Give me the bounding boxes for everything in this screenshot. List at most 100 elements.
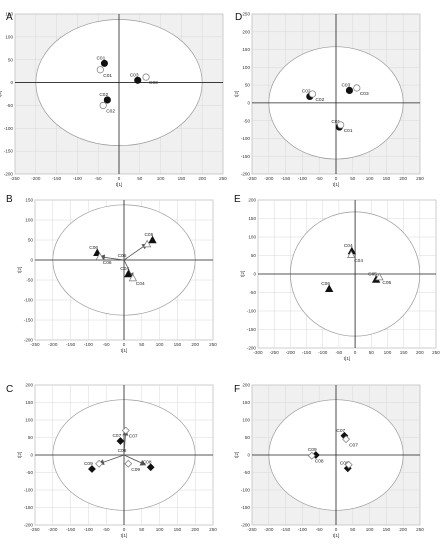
x-tick-label: -200 bbox=[48, 527, 58, 532]
x-tick-label: 250 bbox=[209, 527, 217, 532]
x-tick-label: -50 bbox=[336, 350, 343, 355]
y-tick-label: 50 bbox=[28, 435, 34, 440]
x-tick-label: 50 bbox=[137, 176, 143, 181]
point-label: C01 bbox=[331, 119, 340, 125]
y-tick-label: -200 bbox=[24, 338, 34, 343]
x-tick-label: -250 bbox=[247, 176, 257, 181]
y-tick-label: 150 bbox=[248, 216, 256, 221]
x-tick-label: 150 bbox=[174, 342, 182, 347]
data-point bbox=[95, 252, 104, 261]
data-point bbox=[99, 101, 107, 109]
data-point bbox=[146, 463, 155, 472]
x-tick-label: -50 bbox=[316, 176, 323, 181]
x-tick-label: 50 bbox=[369, 350, 375, 355]
point-label: C09 bbox=[340, 460, 349, 466]
panel-letter: B bbox=[6, 194, 13, 205]
data-point bbox=[142, 73, 150, 81]
point-label: C07 bbox=[129, 434, 138, 440]
y-tick-label: 50 bbox=[245, 83, 251, 88]
x-tick-label: 200 bbox=[399, 176, 407, 181]
x-axis-label: t[1] bbox=[121, 348, 128, 354]
y-tick-label: 200 bbox=[242, 383, 250, 388]
point-label: C05 bbox=[144, 232, 153, 238]
y-tick-label: 100 bbox=[25, 218, 33, 223]
y-tick-label: 200 bbox=[242, 29, 250, 34]
point-label: C03 bbox=[341, 82, 350, 88]
y-tick-label: 50 bbox=[245, 435, 251, 440]
data-point bbox=[100, 59, 108, 67]
x-tick-label: -250 bbox=[247, 527, 257, 532]
panel-letter: D bbox=[235, 12, 242, 23]
data-point bbox=[375, 272, 384, 281]
x-tick-label: 200 bbox=[416, 350, 424, 355]
panel-letter: E bbox=[234, 194, 241, 205]
y-tick-label: 100 bbox=[242, 418, 250, 423]
x-axis-label: t[1] bbox=[121, 533, 128, 539]
data-point bbox=[95, 459, 103, 468]
panel-e: E -300 -250 -200 -150 -100 -50 0 50 100 150 200 250 -… bbox=[234, 194, 440, 362]
point-label: C02 bbox=[106, 108, 115, 114]
x-tick-label: -200 bbox=[264, 527, 274, 532]
point-label: C04 bbox=[354, 258, 363, 264]
center-label: C05 bbox=[118, 253, 127, 259]
y-tick-label: 0 bbox=[247, 100, 250, 105]
y-tick-label: 0 bbox=[30, 453, 33, 458]
x-tick-label: 250 bbox=[432, 350, 440, 355]
x-tick-label: 200 bbox=[399, 527, 407, 532]
x-tick-label: 200 bbox=[191, 342, 199, 347]
point-label: C01 bbox=[344, 128, 353, 134]
y-tick-label: 50 bbox=[8, 57, 14, 62]
y-tick-label: 150 bbox=[242, 47, 250, 52]
x-tick-label: -150 bbox=[281, 176, 291, 181]
y-tick-label: 0 bbox=[30, 258, 33, 263]
data-point bbox=[142, 239, 152, 248]
point-label: C06 bbox=[89, 245, 98, 251]
y-tick-label: -200 bbox=[24, 523, 34, 528]
x-tick-label: 100 bbox=[156, 527, 164, 532]
y-axis-label: t[2] bbox=[240, 271, 246, 278]
data-point bbox=[88, 465, 96, 473]
x-tick-label: -200 bbox=[286, 350, 296, 355]
y-tick-label: -50 bbox=[249, 290, 256, 295]
y-tick-label: -200 bbox=[241, 172, 251, 177]
data-point bbox=[337, 121, 345, 129]
y-tick-label: 0 bbox=[247, 453, 250, 458]
x-tick-label: 0 bbox=[335, 176, 338, 181]
data-point bbox=[344, 460, 353, 469]
shift-arrow bbox=[98, 454, 125, 465]
x-tick-label: -50 bbox=[103, 527, 110, 532]
y-tick-label: 50 bbox=[251, 253, 257, 258]
y-tick-label: -150 bbox=[24, 318, 34, 323]
data-point bbox=[347, 250, 356, 258]
y-tick-label: 100 bbox=[248, 235, 256, 240]
x-tick-label: 50 bbox=[350, 176, 356, 181]
y-tick-label: 0 bbox=[253, 272, 256, 277]
panel-b: B-250 -200 -150 -100 -50 0 50 100 150 200 250-200-… bbox=[6, 194, 217, 354]
x-tick-label: 100 bbox=[156, 342, 164, 347]
point-label: C06 bbox=[103, 260, 112, 266]
x-tick-label: -150 bbox=[66, 342, 76, 347]
point-label: C02 bbox=[302, 88, 311, 94]
x-tick-label: -150 bbox=[281, 527, 291, 532]
y-tick-label: 150 bbox=[5, 12, 13, 17]
x-tick-label: -200 bbox=[48, 342, 58, 347]
x-tick-label: -100 bbox=[73, 176, 83, 181]
x-tick-label: 0 bbox=[123, 527, 126, 532]
point-label: C03 bbox=[130, 72, 139, 78]
x-tick-label: -100 bbox=[298, 527, 308, 532]
y-tick-label: -150 bbox=[24, 505, 34, 510]
x-tick-label: 0 bbox=[118, 176, 121, 181]
y-tick-label: -50 bbox=[26, 470, 33, 475]
x-tick-label: -250 bbox=[30, 527, 40, 532]
point-label: C05 bbox=[368, 272, 377, 278]
x-tick-label: -300 bbox=[253, 350, 263, 355]
data-point bbox=[103, 96, 111, 104]
point-label: C07 bbox=[336, 428, 345, 434]
y-tick-label: 100 bbox=[242, 65, 250, 70]
panel-c: C-250 -200 -150 -100 -50 0 50 100 150 200 250-200-… bbox=[6, 383, 217, 539]
x-tick-label: -150 bbox=[52, 176, 62, 181]
shift-arrow bbox=[123, 454, 147, 466]
point-label: C01 bbox=[96, 55, 105, 61]
x-axis-label: t[1] bbox=[116, 182, 123, 188]
